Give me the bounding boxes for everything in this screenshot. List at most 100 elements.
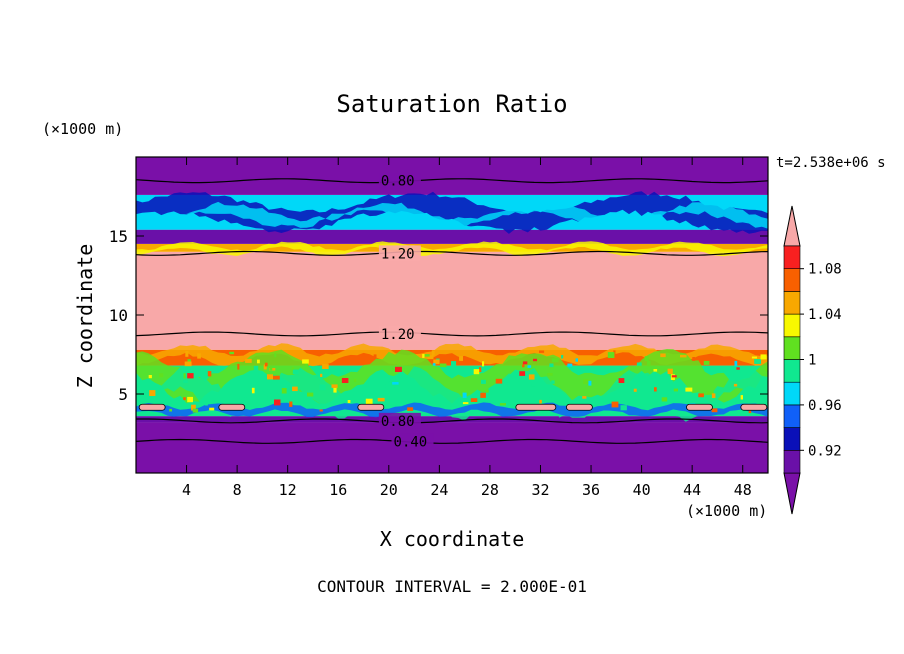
speckle-39	[292, 369, 299, 375]
speckle-10	[611, 401, 619, 408]
colorbar-segment-7	[783, 291, 801, 315]
speckle-31	[633, 388, 637, 392]
y-tick-label-10: 10	[109, 306, 128, 325]
speckle-91	[322, 364, 329, 369]
speckle-119	[549, 397, 552, 401]
speckle-62	[711, 408, 718, 413]
time-label: t=2.538e+06 s	[776, 155, 886, 171]
speckle-120	[191, 404, 196, 411]
speckle-41	[245, 358, 252, 363]
y-axis-ticks: 5 10 15	[109, 227, 768, 404]
x-tick-label-28: 28	[481, 481, 499, 499]
speckle-51	[583, 379, 589, 384]
colorbar-segment-8	[783, 268, 801, 292]
speckle-127	[149, 390, 156, 396]
x-tick-label-48: 48	[734, 481, 752, 499]
speckle-118	[187, 373, 194, 379]
contour-interval-footer: CONTOUR INTERVAL = 2.000E-01	[317, 577, 587, 596]
speckle-82	[385, 384, 392, 388]
speckle-107	[698, 393, 704, 398]
speckle-45	[187, 396, 193, 403]
speckle-37	[433, 359, 440, 365]
speckle-129	[531, 382, 538, 387]
base-cell-4	[566, 403, 593, 411]
speckle-18	[482, 361, 485, 367]
speckle-94	[711, 393, 716, 398]
speckle-100	[673, 388, 678, 392]
x-tick-label-36: 36	[582, 481, 600, 499]
speckle-69	[427, 355, 434, 360]
speckle-92	[183, 397, 186, 401]
speckle-79	[304, 362, 309, 367]
plot-area: 0.40 0.80 0.80 1.20 1.20	[136, 157, 768, 473]
texture-layer-5	[136, 366, 768, 422]
speckle-8	[267, 374, 273, 380]
contour-line-3	[136, 250, 768, 256]
speckle-133	[660, 353, 666, 358]
colorbar-segment-3	[783, 381, 801, 406]
contour-label-0: 0.40	[394, 434, 428, 450]
speckle-113	[522, 361, 528, 365]
base-cell-1	[218, 403, 246, 411]
speckle-14	[253, 365, 259, 372]
colorbar-segment-9	[783, 245, 801, 270]
speckle-5	[241, 397, 245, 401]
band-8	[136, 157, 768, 195]
speckle-73	[319, 409, 323, 412]
speckle-38	[547, 373, 553, 376]
speckle-72	[575, 358, 578, 362]
speckle-46	[459, 356, 463, 361]
speckle-80	[480, 392, 486, 398]
speckle-28	[462, 392, 467, 398]
speckle-2	[209, 407, 215, 411]
speckle-50	[552, 358, 559, 363]
speckle-44	[654, 387, 657, 392]
speckle-4	[618, 378, 625, 383]
speckle-74	[519, 371, 526, 376]
speckle-131	[264, 362, 268, 367]
speckle-99	[341, 378, 349, 383]
base-cell-5	[686, 403, 713, 411]
speckle-68	[527, 365, 532, 368]
x-tick-label-8: 8	[233, 481, 242, 499]
contour-label-bg-1	[378, 412, 421, 429]
speckle-139	[431, 350, 435, 356]
contour-label-2: 0.80	[381, 174, 415, 190]
speckle-102	[588, 380, 592, 386]
colorbar-label-1: 0.96	[808, 398, 842, 414]
speckle-59	[392, 382, 399, 385]
speckle-135	[733, 383, 738, 387]
speckle-110	[307, 392, 314, 397]
speckle-29	[646, 360, 651, 367]
speckle-115	[148, 375, 152, 379]
colorbar-segment-4	[783, 359, 801, 383]
speckle-58	[613, 350, 616, 355]
x-tick-label-32: 32	[531, 481, 549, 499]
speckle-89	[760, 354, 767, 360]
texture-layer-1	[136, 201, 768, 230]
x-axis-label: X coordinate	[380, 527, 525, 551]
speckle-57	[765, 366, 768, 372]
x-tick-label-44: 44	[683, 481, 701, 499]
speckle-67	[467, 371, 473, 375]
speckle-137	[269, 366, 273, 371]
contour-line-2	[136, 178, 768, 184]
colorbar-segment-0	[783, 449, 801, 474]
speckle-6	[661, 397, 668, 402]
speckle-108	[184, 361, 192, 367]
speckle-114	[183, 380, 188, 383]
base-cell-2	[357, 403, 385, 411]
contour-label-bg-4	[378, 325, 421, 342]
speckle-15	[274, 399, 281, 406]
y-tick-label-15: 15	[109, 227, 128, 246]
speckle-87	[320, 373, 323, 377]
speckle-77	[432, 363, 436, 366]
x-tick-label-12: 12	[279, 481, 297, 499]
speckle-60	[395, 366, 402, 372]
contour-label-4: 1.20	[381, 327, 415, 343]
colorbar-segment-2	[783, 404, 801, 428]
speckle-25	[539, 350, 545, 353]
speckle-84	[302, 359, 309, 364]
colorbar-under-arrow	[783, 472, 801, 515]
speckle-17	[551, 380, 555, 384]
